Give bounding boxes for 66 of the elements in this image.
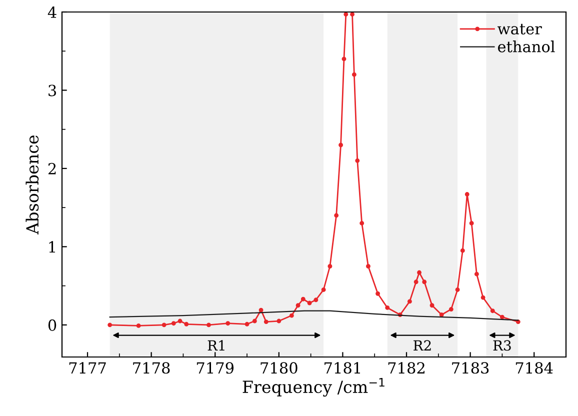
point <box>307 300 312 306</box>
legend-label: ethanol <box>498 40 555 52</box>
point <box>439 312 444 317</box>
point <box>226 321 230 326</box>
point <box>460 248 465 253</box>
band-label: R2 <box>414 340 431 350</box>
point <box>178 318 182 324</box>
point <box>407 299 412 304</box>
point <box>184 322 189 326</box>
y-axis-title: Absorbence <box>26 135 39 234</box>
point <box>300 296 306 302</box>
legend-label: water <box>497 24 542 35</box>
point <box>352 72 356 77</box>
point <box>500 314 504 320</box>
point <box>276 318 282 324</box>
point <box>328 264 332 268</box>
point <box>490 308 495 314</box>
point <box>252 318 257 324</box>
y-tick-label: 0 <box>48 319 56 331</box>
point <box>448 307 454 312</box>
point <box>376 291 380 296</box>
x-tick-label: 7179 <box>196 362 234 374</box>
point <box>244 322 250 326</box>
point <box>455 288 460 292</box>
point <box>171 321 176 326</box>
x-tick-label: 7177 <box>69 362 106 374</box>
point <box>338 142 344 148</box>
point <box>385 305 390 310</box>
x-tick-label: 7181 <box>324 362 360 374</box>
band-label: R1 <box>208 340 224 350</box>
point <box>344 12 348 17</box>
x-tick-label: 7184 <box>516 362 553 374</box>
x-tick-label: 7178 <box>133 362 170 374</box>
point <box>464 192 470 196</box>
x-tick-label: 7182 <box>388 362 424 374</box>
point <box>162 322 166 328</box>
point <box>355 158 360 163</box>
point <box>430 303 434 308</box>
point <box>206 322 211 328</box>
point <box>264 320 268 324</box>
point <box>474 272 479 276</box>
x-axis-title: Frequency /cm$^{−1}$ <box>242 378 384 397</box>
point <box>314 298 318 302</box>
x-tick-label: 7180 <box>260 362 298 374</box>
point <box>414 280 418 284</box>
point <box>366 264 370 268</box>
point <box>289 313 294 318</box>
point <box>258 308 264 312</box>
point <box>321 288 326 292</box>
y-tick-label: 3 <box>48 84 56 96</box>
point <box>334 213 339 218</box>
point <box>360 221 364 226</box>
point <box>422 280 427 284</box>
point <box>136 323 141 328</box>
point <box>350 12 354 17</box>
x-tick-label: 7183 <box>452 362 489 374</box>
point <box>342 56 346 62</box>
point <box>296 303 300 308</box>
band-label: R3 <box>493 340 511 351</box>
point <box>417 270 422 275</box>
y-tick-label: 2 <box>48 162 56 174</box>
point <box>469 221 474 226</box>
y-tick-label: 1 <box>49 241 55 252</box>
point <box>108 322 112 328</box>
y-tick-label: 4 <box>48 6 56 18</box>
point <box>480 295 486 300</box>
